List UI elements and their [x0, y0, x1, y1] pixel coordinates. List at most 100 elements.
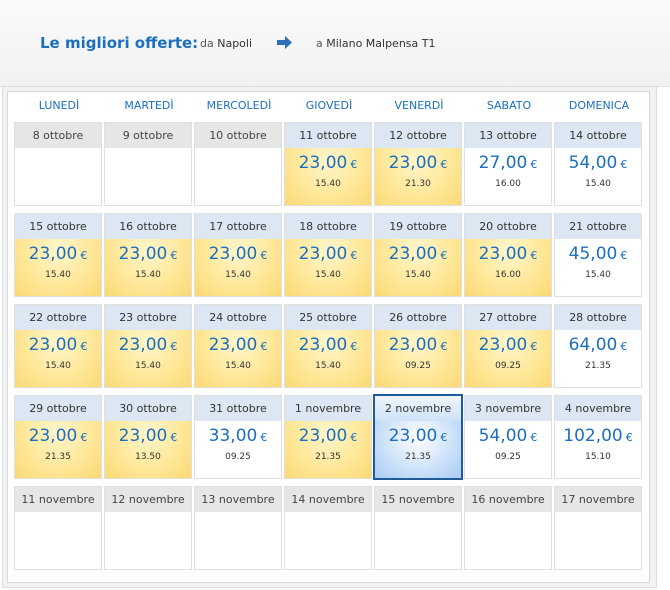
- fare-price-value: 23,00: [478, 335, 528, 355]
- currency-symbol: €: [530, 158, 538, 171]
- currency-symbol: €: [530, 249, 538, 262]
- calendar-day-cell[interactable]: 3 novembre 54,00 €09.25: [464, 395, 552, 479]
- calendar-day-date: 12 ottobre: [375, 123, 461, 148]
- fare-price-value: 23,00: [28, 426, 78, 446]
- destination-city: Milano Malpensa T1: [326, 37, 436, 50]
- calendar-day-cell[interactable]: 25 ottobre 23,00 €15.40: [284, 304, 372, 388]
- calendar-day-date: 24 ottobre: [195, 305, 281, 330]
- calendar-day-body: 45,00 €15.40: [555, 239, 641, 296]
- fare-price-value: 23,00: [388, 153, 438, 173]
- departure-time: 15.40: [135, 270, 161, 280]
- fare-price: 23,00 €: [285, 239, 371, 267]
- fare-price-value: 23,00: [298, 153, 348, 173]
- fare-price: 23,00 €: [375, 148, 461, 176]
- calendar-day-body: 23,00 €21.35: [15, 421, 101, 478]
- calendar-day-body: 23,00 €15.40: [195, 330, 281, 387]
- departure-time: 16.00: [495, 179, 521, 189]
- calendar-day-cell[interactable]: 16 ottobre 23,00 €15.40: [104, 213, 192, 297]
- calendar-day-date: 9 ottobre: [105, 123, 191, 148]
- fare-price-value: 102,00: [563, 426, 623, 446]
- calendar-day-cell[interactable]: 24 ottobre 23,00 €15.40: [194, 304, 282, 388]
- fare-price-value: 23,00: [388, 426, 438, 446]
- calendar-day-body: 23,00 €15.40: [375, 239, 461, 296]
- calendar-day-cell[interactable]: 31 ottobre 33,00 €09.25: [194, 395, 282, 479]
- fare-price: 33,00 €: [195, 421, 281, 449]
- calendar-day-body: 23,00 €15.40: [285, 148, 371, 205]
- fare-price-value: 45,00: [568, 244, 618, 264]
- calendar-day-cell[interactable]: 18 ottobre 23,00 €15.40: [284, 213, 372, 297]
- fare-price: 23,00 €: [375, 330, 461, 358]
- fare-price: 23,00 €: [465, 330, 551, 358]
- departure-time: 15.40: [225, 361, 251, 371]
- departure-time: 21.35: [45, 452, 71, 462]
- fare-price: 23,00 €: [105, 330, 191, 358]
- calendar-day-body: 64,00 €21.35: [555, 330, 641, 387]
- calendar-day-body: 23,00 € 15.40: [105, 239, 191, 296]
- departure-time: 15.40: [45, 361, 71, 371]
- fare-price: 23,00 €: [285, 330, 371, 358]
- calendar-day-cell[interactable]: 13 ottobre 27,00 €16.00: [464, 122, 552, 206]
- calendar-day-body: 33,00 € 09.25: [195, 421, 281, 478]
- calendar-day-date: 26 ottobre: [375, 305, 461, 330]
- calendar-day-cell: 9 ottobre: [104, 122, 192, 206]
- fare-price-value: 23,00: [118, 335, 168, 355]
- calendar-day-cell[interactable]: 27 ottobre 23,00 €09.25: [464, 304, 552, 388]
- calendar-day-cell[interactable]: 20 ottobre 23,00 €16.00: [464, 213, 552, 297]
- calendar-day-cell[interactable]: 11 ottobre 23,00 €15.40: [284, 122, 372, 206]
- currency-symbol: €: [80, 340, 88, 353]
- fare-price: 23,00 €: [15, 330, 101, 358]
- calendar-day-cell[interactable]: 4 novembre 102,00 €15.10: [554, 395, 642, 479]
- calendar-day-cell[interactable]: 14 ottobre 54,00 €15.40: [554, 122, 642, 206]
- calendar-day-cell[interactable]: 17 ottobre 23,00 €15.40: [194, 213, 282, 297]
- calendar-day-body: 23,00 € 15.40: [15, 330, 101, 387]
- calendar-day-date: 14 ottobre: [555, 123, 641, 148]
- departure-time: 15.40: [135, 361, 161, 371]
- fare-price: 23,00 €: [195, 239, 281, 267]
- calendar-day-cell[interactable]: 26 ottobre 23,00 €09.25: [374, 304, 462, 388]
- departure-time: 09.25: [225, 452, 251, 462]
- calendar-day-cell[interactable]: 28 ottobre 64,00 €21.35: [554, 304, 642, 388]
- calendar-day-date: 11 ottobre: [285, 123, 371, 148]
- calendar-day-cell[interactable]: 22 ottobre 23,00 €15.40: [14, 304, 102, 388]
- calendar-day-body: 23,00 €15.40: [15, 239, 101, 296]
- fare-price-value: 23,00: [298, 244, 348, 264]
- calendar-day-cell[interactable]: 23 ottobre 23,00 €15.40: [104, 304, 192, 388]
- calendar-day-cell[interactable]: 21 ottobre 45,00 €15.40: [554, 213, 642, 297]
- calendar-day-cell[interactable]: 1 novembre 23,00 €21.35: [284, 395, 372, 479]
- calendar-day-body: [285, 512, 371, 569]
- fare-price: 23,00 €: [375, 421, 461, 449]
- calendar-day-cell[interactable]: 15 ottobre 23,00 €15.40: [14, 213, 102, 297]
- calendar-day-date: 12 novembre: [105, 487, 191, 512]
- destination: a Milano Malpensa T1: [316, 37, 436, 50]
- currency-symbol: €: [530, 340, 538, 353]
- calendar-day-cell[interactable]: 2 novembre 23,00 €21.35: [373, 394, 463, 480]
- fare-price-value: 54,00: [568, 153, 618, 173]
- currency-symbol: €: [260, 340, 268, 353]
- calendar-day-date: 28 ottobre: [555, 305, 641, 330]
- fare-price: 27,00 €: [465, 148, 551, 176]
- calendar-day-date: 27 ottobre: [465, 305, 551, 330]
- calendar-day-body: 23,00 €09.25: [465, 330, 551, 387]
- currency-symbol: €: [440, 431, 448, 444]
- calendar-day-body: 23,00 €21.30: [375, 148, 461, 205]
- calendar-day-body: [195, 512, 281, 569]
- calendar-day-cell[interactable]: 19 ottobre 23,00 €15.40: [374, 213, 462, 297]
- calendar-day-date: 21 ottobre: [555, 214, 641, 239]
- calendar-day-body: 23,00 €15.40: [285, 239, 371, 296]
- fare-price-value: 54,00: [478, 426, 528, 446]
- fare-price: 23,00 €: [105, 239, 191, 267]
- origin-label: da: [200, 37, 214, 50]
- departure-time: 21.35: [315, 452, 341, 462]
- fare-price-value: 23,00: [28, 244, 78, 264]
- fare-price: 23,00 €: [15, 239, 101, 267]
- calendar-day-cell: 17 novembre: [554, 486, 642, 570]
- calendar-day-body: 54,00 €15.40: [555, 148, 641, 205]
- currency-symbol: €: [530, 431, 538, 444]
- calendar-day-cell[interactable]: 30 ottobre 23,00 €13.50: [104, 395, 192, 479]
- calendar-day-body: 23,00 €09.25: [375, 330, 461, 387]
- calendar-day-cell[interactable]: 12 ottobre 23,00 €21.30: [374, 122, 462, 206]
- departure-time: 15.40: [315, 179, 341, 189]
- departure-time: 21.35: [585, 361, 611, 371]
- calendar-day-cell[interactable]: 29 ottobre 23,00 €21.35: [14, 395, 102, 479]
- departure-time: 15.10: [585, 452, 611, 462]
